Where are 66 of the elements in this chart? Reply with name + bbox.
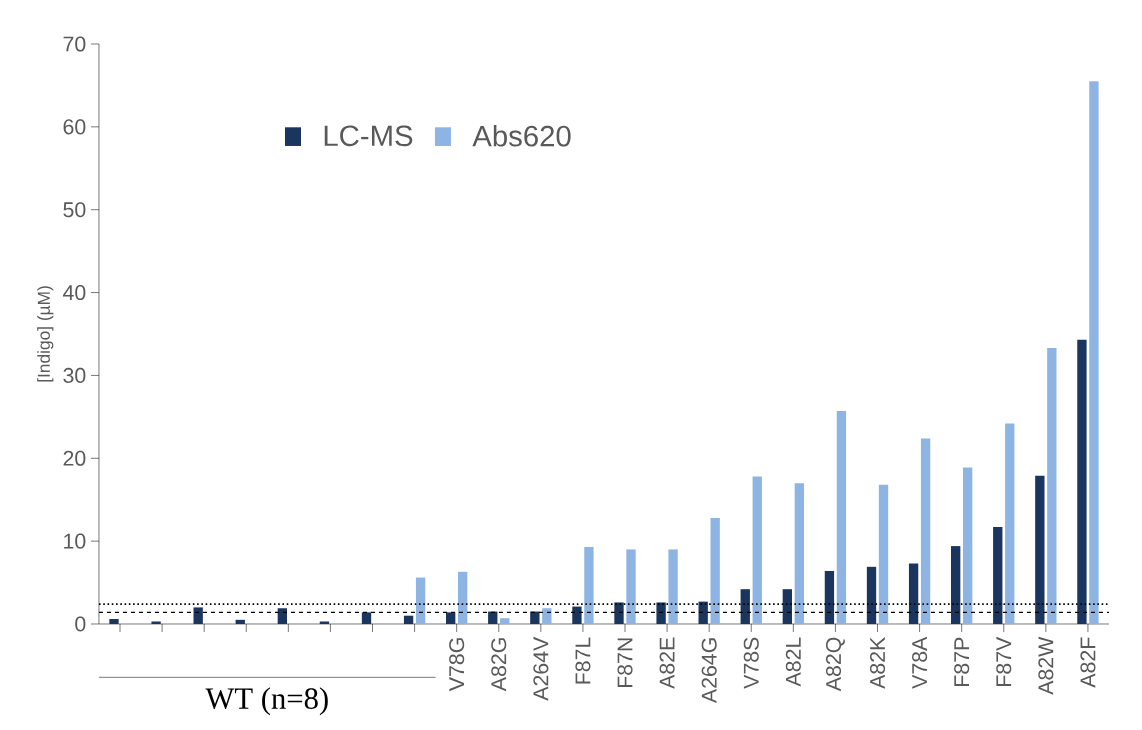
x-tick-label: F87V [996,636,1012,686]
y-tick-label: 70 [63,36,86,52]
bar [446,612,456,624]
x-tick-label: A82K [869,636,886,689]
bar [1035,475,1045,624]
bar [572,606,582,624]
y-tick-label: 40 [63,285,86,301]
x-tick-label: A264G [701,638,717,704]
bar [415,577,426,624]
bar [626,549,636,624]
x-tick-label: A82W [1038,636,1054,695]
bar [866,566,877,624]
x-tick-label: A82L [785,637,801,687]
y-tick-label: 60 [63,119,86,135]
bar [500,618,510,624]
x-tick-label: V78A [912,636,928,689]
bar [782,589,793,624]
bar [951,546,961,624]
bar [836,411,847,624]
y-tick-label: 0 [75,616,86,632]
bar [542,608,552,624]
bar [109,619,119,624]
x-tick-label: A82F [1080,637,1096,688]
text: WT (n=8) [205,687,328,716]
bar [193,607,203,624]
bar [235,619,245,624]
x-tick-label: A82G [491,638,507,692]
bar [993,527,1003,624]
bar [710,517,720,624]
x-tick-label: A82Q [825,637,845,692]
x-tick-label: F87P [954,637,970,686]
legend-label: Abs620 [472,124,571,147]
bar [740,589,750,624]
bar [920,438,931,624]
y-tick-label: 20 [63,450,86,466]
bar [824,570,835,624]
bar [403,615,414,624]
y-axis-title: [Indigo] (µM) [37,286,54,382]
x-tick-label: V78G [449,638,465,692]
x-tick-label: A264V [533,636,549,701]
y-tick-label: 30 [63,367,86,383]
bar [656,602,666,624]
bar [1077,339,1087,624]
bar [1047,348,1057,624]
bar [530,611,540,624]
bar [908,563,919,624]
bar [1089,81,1099,624]
x-tick-label: F87L [575,637,591,684]
bar [963,467,973,624]
bar [752,476,762,624]
y-tick-label: 50 [63,202,86,218]
bar [614,602,624,624]
bar [698,601,708,624]
x-tick-label: F87N [617,638,633,688]
bar [1005,423,1015,624]
x-tick-label: V78S [743,637,759,689]
bar [668,549,678,624]
x-tick-label: A82E [659,637,675,689]
legend-label: LC-MS [324,125,413,147]
y-tick-label: 10 [64,533,86,549]
bar [584,546,594,624]
bar [794,483,805,624]
bar [458,571,468,624]
bar [878,484,889,624]
bar [361,612,372,624]
bar [277,608,288,624]
